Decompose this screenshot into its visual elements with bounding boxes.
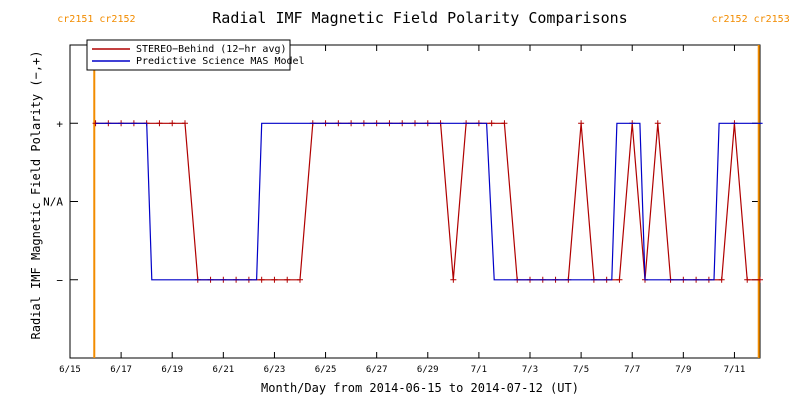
stereo-data-point — [271, 276, 278, 283]
stereo-data-point — [182, 120, 188, 127]
stereo-data-point — [297, 276, 303, 283]
stereo-data-point — [258, 276, 265, 283]
y-tick-label: + — [56, 117, 63, 130]
mas-model-series-line — [95, 122, 763, 281]
stereo-data-point — [578, 120, 585, 127]
y-axis-label: Radial IMF Magnetic Field Polarity (−,+) — [29, 51, 43, 340]
stereo-data-point — [654, 120, 661, 127]
y-tick-label: − — [56, 274, 63, 287]
rotation-marker-label: cr2151 cr2152 — [57, 14, 135, 25]
stereo-data-point — [488, 120, 495, 127]
x-tick-label: 7/11 — [724, 365, 746, 375]
rotation-label-before: cr2152 — [711, 14, 747, 25]
chart-title: Radial IMF Magnetic Field Polarity Compa… — [212, 9, 627, 27]
x-tick-label: 6/19 — [161, 365, 183, 375]
x-tick-label: 6/27 — [366, 365, 388, 375]
axis-ticks-layer: 6/15 6/17 6/19 6/21 6/23 6/25 6/27 6/29 7/1 7/3 7/… — [43, 45, 760, 375]
y-tick-label: N/A — [43, 196, 63, 209]
x-tick-label: 7/7 — [624, 365, 640, 375]
x-tick-label: 7/9 — [675, 365, 691, 375]
legend: STEREO−Behind (12−hr avg) Predictive Sci… — [86, 39, 305, 71]
stereo-data-point — [718, 276, 725, 283]
rotation-label-after: cr2153 — [754, 14, 790, 25]
rotation-marker-label: cr2152 cr2153 — [711, 14, 789, 25]
rotation-label-before: cr2151 — [57, 14, 93, 25]
stereo-data-point — [169, 120, 176, 127]
stereo-behind-series-line — [95, 122, 760, 281]
x-tick-label: 6/25 — [315, 365, 337, 375]
rotation-markers-layer: cr2151 cr2152 cr2152 cr2153 — [57, 14, 790, 358]
legend-label-stereo: STEREO−Behind (12−hr avg) — [136, 44, 287, 55]
legend-box — [86, 39, 291, 71]
stereo-data-point — [450, 276, 457, 283]
stereo-data-point — [156, 120, 163, 127]
x-tick-label: 7/5 — [573, 365, 589, 375]
x-tick-label: 6/17 — [110, 365, 132, 375]
x-tick-label: 6/29 — [417, 365, 439, 375]
rotation-label-after: cr2152 — [99, 14, 135, 25]
stereo-data-point — [757, 276, 763, 283]
plot-area-frame — [69, 44, 761, 359]
x-tick-label: 6/21 — [212, 365, 234, 375]
stereo-data-point — [284, 276, 291, 283]
x-tick-label: 7/1 — [471, 365, 487, 375]
x-tick-label: 6/15 — [59, 365, 81, 375]
x-axis-label: Month/Day from 2014-06-15 to 2014-07-12 … — [261, 381, 579, 395]
x-tick-label: 6/23 — [264, 365, 286, 375]
legend-label-mas: Predictive Science MAS Model — [136, 56, 305, 67]
x-tick-label: 7/3 — [522, 365, 538, 375]
stereo-data-point — [744, 276, 751, 283]
stereo-data-point — [501, 120, 508, 127]
series-layer — [92, 120, 763, 283]
stereo-data-point — [616, 276, 623, 283]
